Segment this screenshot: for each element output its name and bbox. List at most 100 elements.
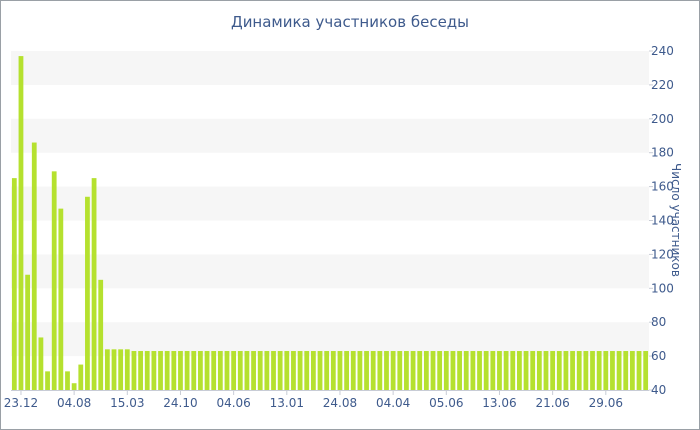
y-tick-label: 180 — [651, 146, 674, 160]
bar — [31, 142, 37, 390]
bar — [291, 351, 296, 390]
bar — [603, 351, 609, 390]
x-tick-label: 15.03 — [110, 396, 144, 410]
bar — [224, 351, 230, 390]
y-tick-label: 140 — [651, 214, 674, 228]
grid-band — [11, 51, 649, 85]
bar — [124, 349, 130, 390]
y-tick-label: 120 — [651, 247, 674, 261]
grid-band — [11, 254, 649, 289]
bar — [503, 351, 509, 390]
bar — [350, 351, 356, 390]
bar — [523, 351, 529, 390]
bar — [530, 351, 536, 390]
x-tick-label: 24.08 — [323, 396, 357, 410]
y-tick-label: 200 — [651, 112, 674, 126]
bar — [277, 351, 283, 390]
bar — [98, 279, 104, 390]
bar — [596, 351, 602, 390]
y-tick-label: 220 — [651, 78, 674, 92]
bar — [138, 351, 143, 390]
bar — [104, 349, 110, 390]
bar — [324, 351, 330, 390]
bar — [517, 351, 522, 390]
bar — [45, 371, 50, 390]
bar — [616, 351, 622, 390]
bar — [144, 351, 150, 390]
bar — [370, 351, 376, 390]
bar — [443, 351, 449, 390]
x-tick-label: 13.06 — [482, 396, 516, 410]
bar — [623, 351, 629, 390]
bar — [231, 351, 237, 390]
bar — [171, 351, 177, 390]
x-tick-label: 05.06 — [429, 396, 463, 410]
y-tick-labels: 40 60 80 100 120 140 160 180 200 220 240 — [649, 44, 674, 397]
y-tick-label: 80 — [651, 315, 666, 329]
bar — [151, 351, 157, 390]
bar — [410, 351, 416, 390]
bar — [11, 178, 17, 390]
bar — [550, 351, 556, 390]
bar — [437, 351, 443, 390]
grid-band — [11, 118, 649, 153]
bar — [570, 351, 575, 390]
bar — [131, 351, 137, 390]
bar — [510, 351, 516, 390]
bar — [65, 371, 70, 390]
bar — [397, 351, 403, 390]
bar — [297, 351, 303, 390]
bar — [51, 171, 57, 390]
bar — [423, 351, 429, 390]
bar — [583, 351, 589, 390]
bar — [463, 351, 469, 390]
bar — [78, 364, 84, 390]
bars — [11, 56, 649, 391]
bar — [38, 337, 44, 390]
bar — [257, 351, 263, 390]
bar — [590, 351, 595, 390]
bar — [377, 351, 383, 390]
bar — [271, 351, 276, 390]
y-tick-label: 60 — [651, 349, 666, 363]
bar — [204, 351, 210, 390]
bar — [237, 351, 243, 390]
bar — [450, 351, 456, 390]
y-tick-label: 240 — [651, 44, 674, 58]
chart-title: Динамика участников беседы — [230, 13, 470, 31]
bar — [217, 351, 223, 390]
x-tick-label: 24.10 — [163, 396, 197, 410]
bar — [610, 351, 615, 390]
bar — [18, 56, 24, 391]
x-tick-labels: 23.12 04.08 15.03 24.10 04.06 13.01 24.08 04.04… — [4, 390, 623, 410]
bar — [91, 178, 97, 390]
x-tick-label: 04.04 — [376, 396, 410, 410]
bar — [556, 351, 562, 390]
bar — [178, 351, 183, 390]
bar — [251, 351, 256, 390]
x-tick-label: 23.12 — [4, 396, 38, 410]
bar — [483, 351, 489, 390]
y-tick-label: 40 — [651, 383, 666, 397]
bar — [497, 351, 502, 390]
bar — [330, 351, 336, 390]
bar — [384, 351, 389, 390]
bar — [158, 351, 163, 390]
bar — [477, 351, 482, 390]
bar — [629, 351, 635, 390]
bar — [58, 208, 64, 390]
bar — [457, 351, 462, 390]
bar — [244, 351, 250, 390]
bar — [184, 351, 190, 390]
bar — [191, 351, 197, 390]
grid-band — [11, 186, 649, 221]
bar — [317, 351, 323, 390]
bar — [211, 351, 217, 390]
bar — [85, 196, 90, 390]
bar — [636, 351, 642, 390]
bar — [337, 351, 343, 390]
grid-bands — [11, 51, 649, 357]
bar — [390, 351, 396, 390]
x-tick-label: 04.06 — [216, 396, 250, 410]
bar — [470, 351, 476, 390]
